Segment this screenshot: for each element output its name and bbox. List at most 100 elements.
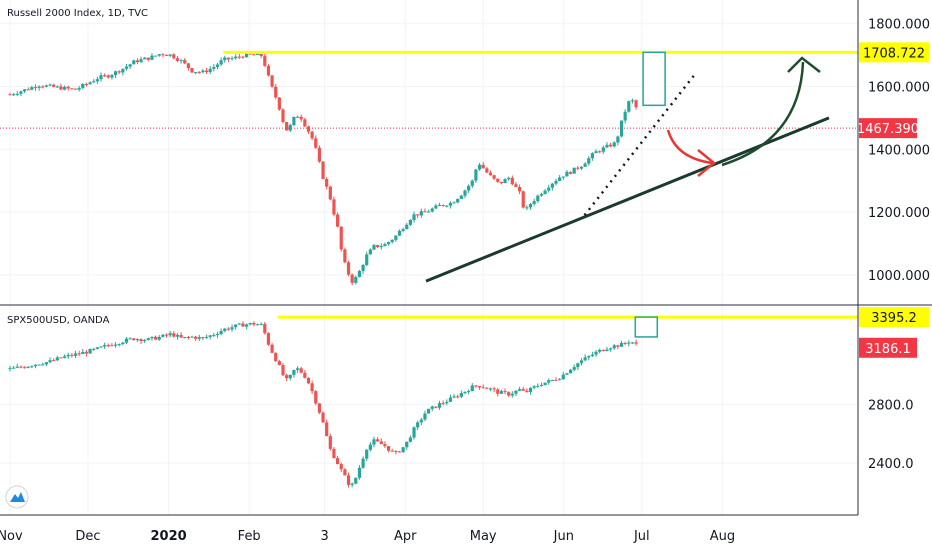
spx-candle (132, 338, 136, 341)
spx-candle (212, 335, 216, 337)
spx-candle (463, 391, 467, 394)
x-tick-label: Apr (394, 529, 417, 544)
spx-candle (525, 390, 529, 392)
tradingview-logo[interactable] (5, 485, 29, 509)
spx-candle (448, 397, 453, 402)
spx-candle (306, 377, 311, 384)
russell-candle (8, 94, 12, 96)
spx-candle (346, 475, 351, 485)
russell-candle (55, 86, 59, 88)
spx-candle (437, 403, 442, 408)
spx-candle (66, 354, 70, 357)
x-tick-label: Jul (633, 529, 650, 544)
breakout-arrow-head (787, 56, 821, 73)
russell-candle (22, 89, 27, 92)
spx-candle (336, 458, 340, 465)
spx-last-price-label: 3186.1 (865, 342, 911, 357)
spx-candle (456, 396, 460, 398)
breakout-arrow (721, 61, 805, 167)
russell-candle (332, 199, 336, 215)
spx-candle (427, 408, 431, 414)
russell-candle (63, 86, 67, 90)
spx-candle (474, 385, 478, 387)
russell-candle (175, 58, 180, 61)
russell-candle (528, 204, 533, 208)
spx-candle (434, 406, 438, 408)
russell-candle (48, 84, 52, 86)
russell-candle (325, 178, 329, 187)
russell-candle (143, 57, 147, 60)
russell-candle (554, 180, 558, 184)
spx500-pane (8, 321, 638, 488)
spx-pane-title: SPX500USD, OANDA (7, 315, 110, 326)
spx-candle (416, 422, 420, 428)
spx-candle (73, 353, 78, 356)
spx-candle (215, 334, 220, 336)
spx-candle (390, 450, 394, 452)
russell-candle (292, 116, 296, 126)
russell-candle (92, 81, 96, 83)
spx-candle (543, 382, 547, 386)
spx-candle (81, 351, 85, 355)
spx-candle (121, 342, 125, 345)
spx-candle (397, 451, 402, 453)
russell-candle (576, 167, 580, 169)
spx-candle (55, 357, 59, 361)
spx-candle (70, 354, 74, 356)
spx-candle (477, 386, 482, 388)
russell-candle (605, 144, 609, 148)
spx-candle (441, 403, 445, 405)
spx-candle (44, 362, 48, 365)
x-tick-label: 3 (320, 529, 328, 544)
spx-candle (616, 345, 620, 347)
russell-candle (150, 55, 154, 60)
spx-candle (234, 324, 238, 328)
spx-candle (41, 364, 45, 366)
russell-candle (514, 184, 518, 187)
russell-candle (317, 147, 321, 162)
spx-candle (197, 337, 201, 339)
russell-candle (110, 75, 114, 78)
russell-candle (572, 167, 576, 174)
russell-last-price-box (859, 118, 917, 139)
russell-candle (252, 54, 256, 56)
russell-candle (609, 144, 613, 147)
spx-candle (161, 334, 165, 337)
russell-candle (223, 57, 227, 61)
russell-candle (343, 249, 347, 263)
russell-candle (590, 153, 594, 159)
russell-candle (237, 56, 241, 58)
russell-candle (510, 177, 514, 185)
spx-candle (33, 364, 38, 367)
spx-candle (383, 444, 387, 447)
russell-candle (587, 158, 591, 164)
russell-candle (463, 190, 467, 196)
russell-candle (448, 202, 453, 206)
spx-candle (325, 422, 329, 437)
russell-candle (456, 198, 460, 203)
russell-candle (481, 164, 485, 169)
spx-y-tick-label: 2400.0 (868, 457, 914, 472)
russell-target-box (642, 51, 666, 107)
spx-candle (37, 364, 41, 366)
spx-candle (30, 366, 34, 368)
russell-candle (73, 88, 78, 90)
russell-candle (103, 75, 107, 77)
spx-candle (84, 351, 89, 354)
spx-y-tick-label: 2800.0 (868, 398, 914, 413)
spx-candle (365, 449, 369, 459)
russell-candle (164, 54, 169, 56)
spx-candle (405, 441, 409, 448)
spx-candle (518, 389, 522, 391)
russell-candle (12, 94, 16, 96)
spx-candle (332, 448, 336, 459)
russell-y-tick-label: 1600.000 (868, 80, 930, 95)
spx-candle (230, 327, 234, 330)
spx-candle (139, 339, 143, 342)
russell-candle (474, 169, 478, 181)
spx-candle (252, 323, 256, 325)
russell-candle (33, 87, 38, 89)
russell-candle (263, 56, 267, 66)
spx-candle (143, 340, 147, 342)
russell-candle (430, 208, 434, 212)
